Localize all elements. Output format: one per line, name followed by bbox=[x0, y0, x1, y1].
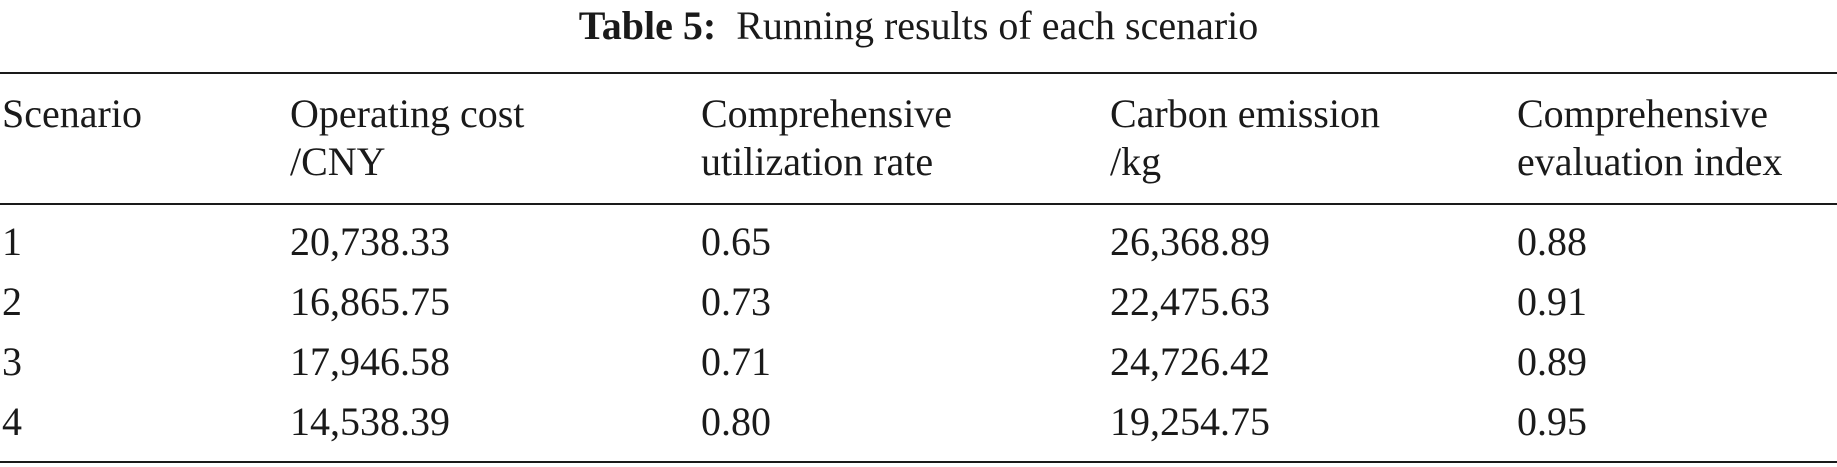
table-row-2-carbon-emission: 22,475.63 bbox=[1110, 279, 1270, 324]
table-row-3-operating-cost: 17,946.58 bbox=[290, 339, 450, 384]
table-row-3-evaluation-index: 0.89 bbox=[1517, 339, 1587, 384]
table-row-2-evaluation-index: 0.91 bbox=[1517, 279, 1587, 324]
table-row-1-utilization-rate: 0.65 bbox=[701, 219, 771, 264]
header-scenario: Scenario bbox=[2, 91, 142, 136]
table-caption: Table 5: Running results of each scenari… bbox=[0, 0, 1837, 52]
table-top-rule bbox=[0, 72, 1837, 74]
table-row-1-carbon-emission: 26,368.89 bbox=[1110, 219, 1270, 264]
table-row-4-scenario: 4 bbox=[2, 399, 22, 444]
table-row-1-operating-cost: 20,738.33 bbox=[290, 219, 450, 264]
table-caption-title: Running results of each scenario bbox=[736, 3, 1259, 48]
header-evaluation-index: Comprehensive evaluation index bbox=[1517, 91, 1783, 184]
table-row-2-utilization-rate: 0.73 bbox=[701, 279, 771, 324]
table-row-1-evaluation-index: 0.88 bbox=[1517, 219, 1587, 264]
table-caption-label: Table 5: bbox=[578, 3, 717, 48]
table-row-4-utilization-rate: 0.80 bbox=[701, 399, 771, 444]
table-row-3-utilization-rate: 0.71 bbox=[701, 339, 771, 384]
table-row-2-scenario: 2 bbox=[2, 279, 22, 324]
table-bottom-rule bbox=[0, 461, 1837, 463]
header-operating-cost: Operating cost /CNY bbox=[290, 91, 525, 184]
table-header-rule bbox=[0, 203, 1837, 205]
header-carbon-emission: Carbon emission /kg bbox=[1110, 91, 1380, 184]
table-row-3-carbon-emission: 24,726.42 bbox=[1110, 339, 1270, 384]
table-row-2-operating-cost: 16,865.75 bbox=[290, 279, 450, 324]
table-row-4-carbon-emission: 19,254.75 bbox=[1110, 399, 1270, 444]
header-utilization-rate: Comprehensive utilization rate bbox=[701, 91, 953, 184]
table-row-1-scenario: 1 bbox=[2, 219, 22, 264]
table-row-4-evaluation-index: 0.95 bbox=[1517, 399, 1587, 444]
table-row-3-scenario: 3 bbox=[2, 339, 22, 384]
table-row-4-operating-cost: 14,538.39 bbox=[290, 399, 450, 444]
